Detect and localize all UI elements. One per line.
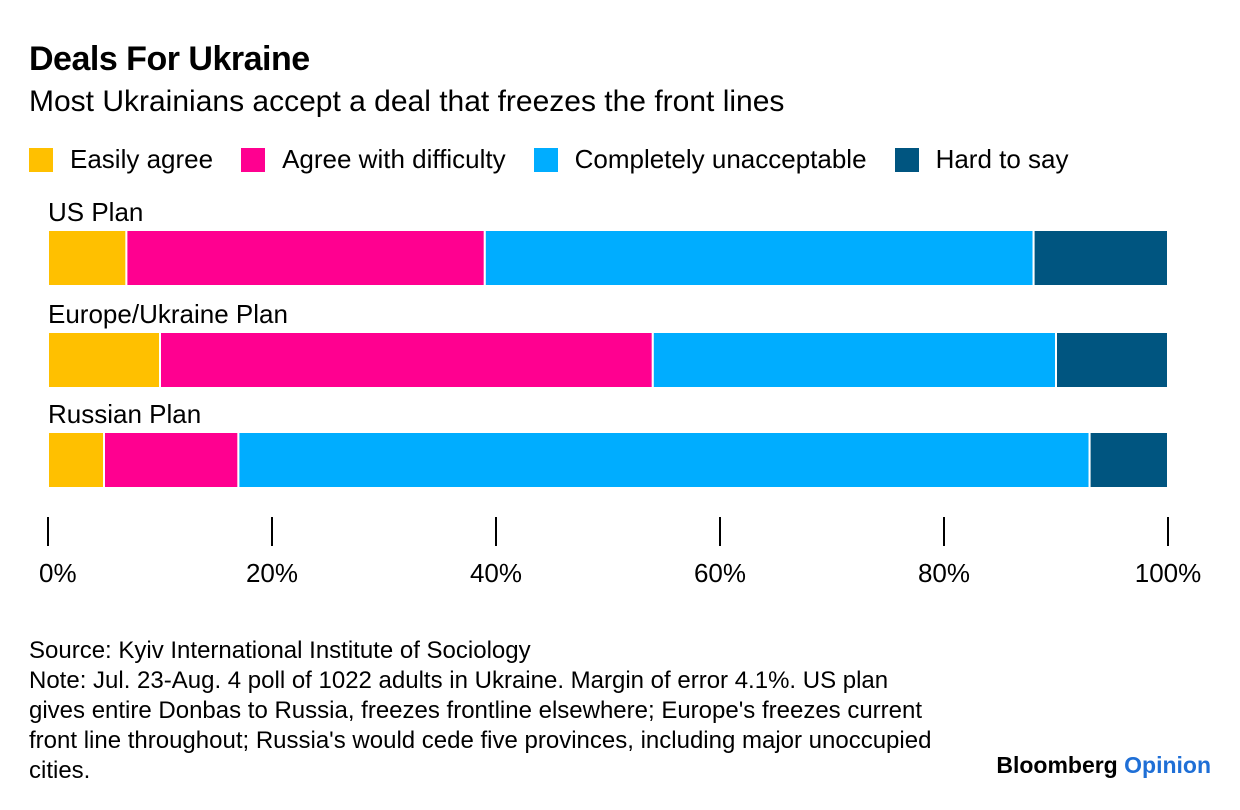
category-label: US Plan <box>48 197 143 227</box>
x-tick-label: 100% <box>1135 558 1202 588</box>
legend-item-easily-agree: Easily agree <box>29 144 213 175</box>
chart-title: Deals For Ukraine <box>29 40 310 78</box>
brand-name: Bloomberg <box>996 752 1118 778</box>
legend-item-hard-to-say: Hard to say <box>894 144 1069 175</box>
chart-footer: Source: Kyiv International Institute of … <box>29 636 949 786</box>
note-text: Note: Jul. 23-Aug. 4 poll of 1022 adults… <box>29 667 932 784</box>
stacked-bar-chart: US Plan Europe/Ukraine Plan Russian Plan 0%… <box>39 197 1202 588</box>
x-tick-label: 20% <box>246 558 298 588</box>
legend-item-completely-unacceptable: Completely unacceptable <box>533 144 867 175</box>
bar-segment <box>1032 229 1169 287</box>
bar-segment <box>159 331 654 389</box>
legend-swatch <box>241 147 266 172</box>
bar-segment <box>1088 431 1169 489</box>
bar-segment <box>47 331 161 389</box>
bar-segment <box>125 229 486 287</box>
chart-subtitle: Most Ukrainians accept a deal that freez… <box>29 85 785 118</box>
category-label: Russian Plan <box>48 399 201 429</box>
legend-item-agree-with-difficulty: Agree with difficulty <box>241 144 506 175</box>
bar-segment <box>47 431 105 489</box>
legend-label: Hard to say <box>935 144 1069 174</box>
bar-segment <box>483 229 1035 287</box>
bar-segment <box>651 331 1057 389</box>
x-tick-label: 40% <box>470 558 522 588</box>
x-tick-label: 60% <box>694 558 746 588</box>
category-label: Europe/Ukraine Plan <box>48 299 288 329</box>
legend-label: Completely unacceptable <box>574 144 867 174</box>
legend-label: Agree with difficulty <box>282 144 506 174</box>
legend-swatch <box>894 147 919 172</box>
bar-segment <box>1055 331 1169 389</box>
brand-logo: Bloomberg Opinion <box>996 752 1211 779</box>
brand-section: Opinion <box>1124 752 1211 778</box>
legend-swatch <box>29 147 53 172</box>
legend-swatch <box>533 147 558 172</box>
bar-segment <box>103 431 240 489</box>
bar-segment <box>47 229 128 287</box>
x-tick-label: 0% <box>39 558 77 588</box>
legend: Easily agree Agree with difficulty Compl… <box>29 144 1097 175</box>
source-text: Source: Kyiv International Institute of … <box>29 637 531 664</box>
bar-segment <box>237 431 1091 489</box>
x-tick-label: 80% <box>918 558 970 588</box>
legend-label: Easily agree <box>70 144 214 174</box>
